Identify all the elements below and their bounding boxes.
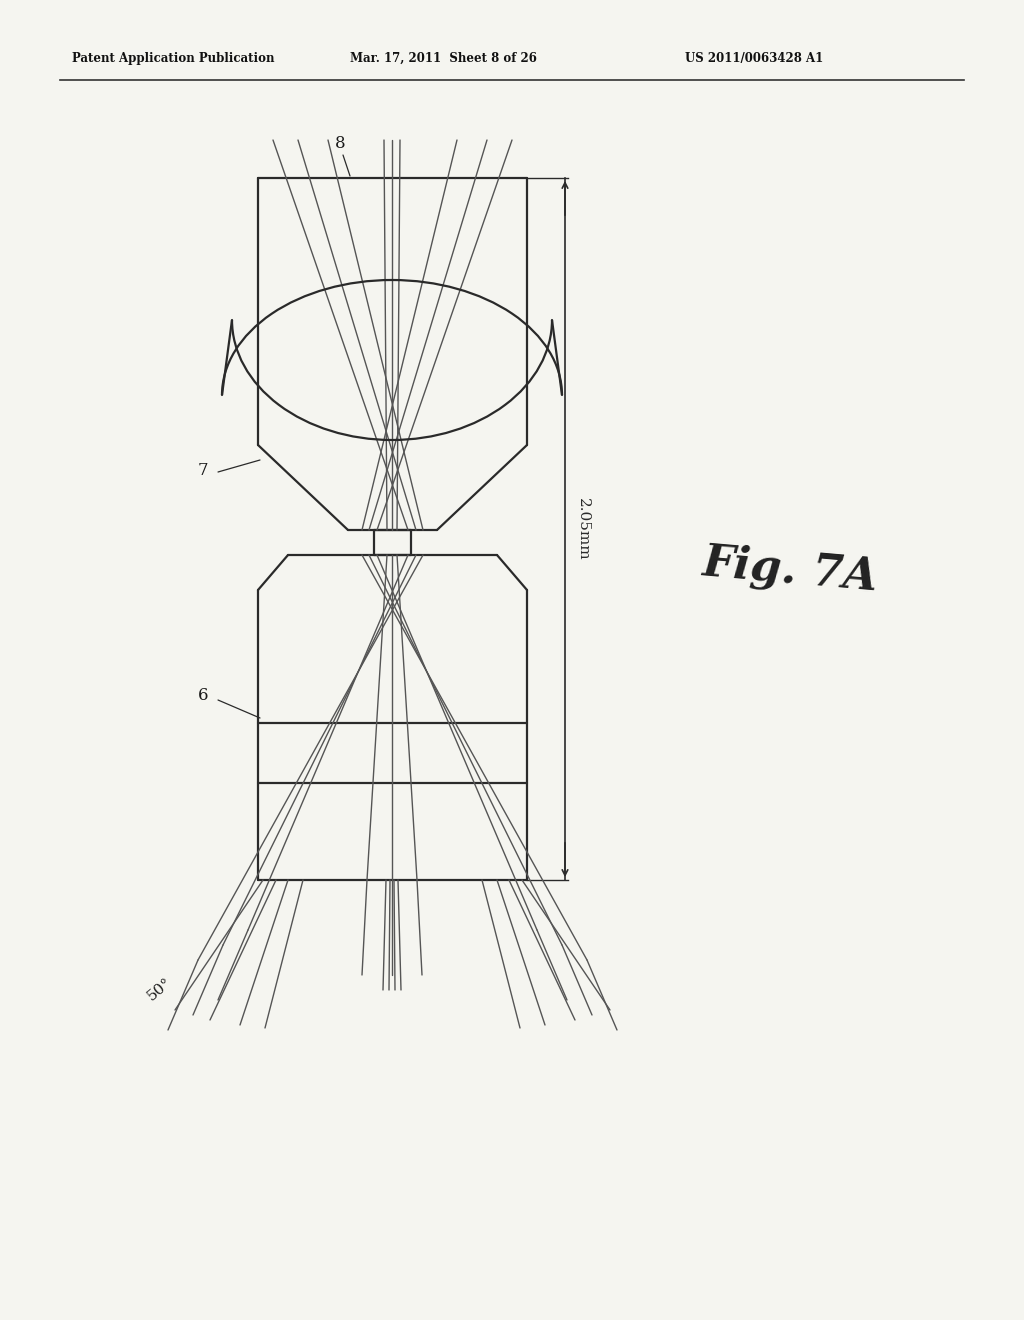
Text: 8: 8: [335, 135, 346, 152]
Text: Fig. 7A: Fig. 7A: [700, 541, 880, 599]
Text: Mar. 17, 2011  Sheet 8 of 26: Mar. 17, 2011 Sheet 8 of 26: [350, 51, 537, 65]
Text: 50°: 50°: [145, 975, 175, 1003]
Text: 7: 7: [198, 462, 209, 479]
Text: US 2011/0063428 A1: US 2011/0063428 A1: [685, 51, 823, 65]
Text: 6: 6: [198, 686, 209, 704]
Text: 2.05mm: 2.05mm: [575, 498, 590, 560]
Text: Patent Application Publication: Patent Application Publication: [72, 51, 274, 65]
